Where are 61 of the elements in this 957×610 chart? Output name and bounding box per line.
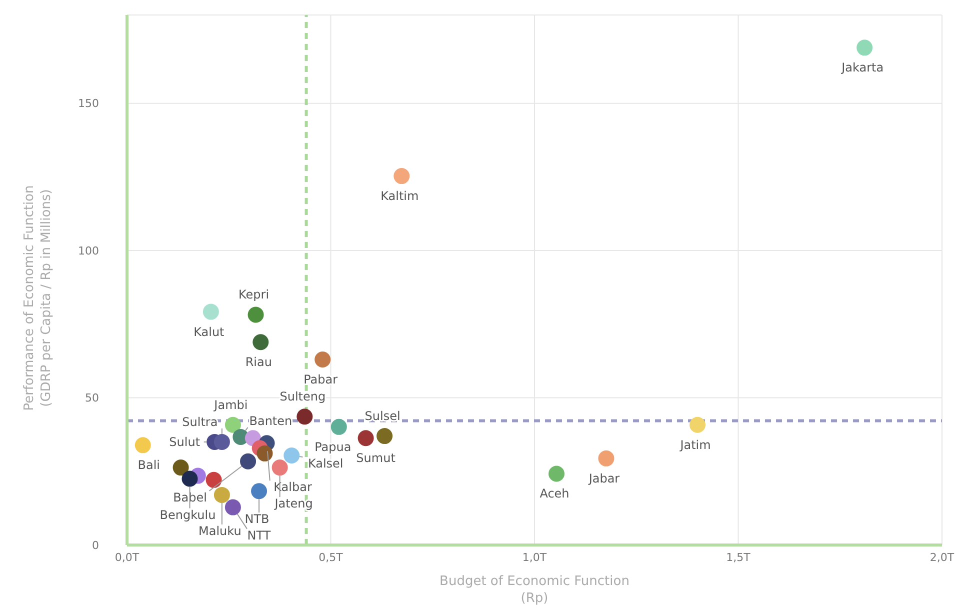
point [256,445,273,462]
point [330,418,347,435]
series-label: NTB [244,512,270,526]
point [394,168,410,184]
point [690,416,706,433]
series-label: Banten [249,414,292,428]
series-label: Jakarta [840,60,884,75]
point [314,352,331,368]
series-label: Kalut [194,324,225,339]
point [856,40,873,56]
point [598,450,614,466]
y-tick-label: 50 [85,392,99,405]
point [548,466,565,482]
y-axis-title: Performance of Economic Function (GDRP per Capita / Rp in Millions) [21,184,55,413]
point [224,416,241,433]
point [252,334,269,350]
series-label: Kaltim [380,189,419,204]
point [240,453,256,470]
x-tick-label: 0,0T [114,550,140,564]
series-label: Sulteng [280,390,326,404]
series-label: Riau [245,355,272,370]
point [296,408,313,425]
point [224,499,241,516]
x-tick-label: 1,5T [726,550,751,564]
point [248,306,264,323]
text: Bengkulu [160,508,216,522]
series-label: Papua [314,440,352,454]
point [376,428,393,444]
series-label: NTT [247,528,272,542]
y-tick-label: 150 [78,97,99,110]
point [134,437,151,454]
point [251,483,268,500]
series-label: Bali [138,458,160,472]
point [172,460,189,476]
series-label: Sulut [169,434,200,449]
series-label: Sulsel [364,409,400,424]
series-label: Jatim [679,438,711,452]
point [358,430,374,446]
series-label: Sumut [356,451,396,466]
series-label: Kepri [238,288,270,302]
x-tick-label: 0,5T [318,550,344,564]
series-label: Jabar [588,471,620,486]
y-tick-label: 100 [78,244,99,258]
point [206,472,222,488]
point [182,470,198,487]
x-tick-label: 2,0T [930,550,954,564]
point [214,434,230,450]
point [284,447,300,464]
series-label: Pabar [304,372,338,386]
series-label: Aceh [540,486,570,501]
x-axis-title: Budget of Economic Function (Rp) [438,573,630,607]
x-tick-label: 1,0T [522,550,547,564]
series-label: Jateng [274,496,313,511]
point [214,486,230,503]
point [202,304,219,320]
series-label: Kalsel [308,456,344,470]
series-label: Sultra [182,414,218,429]
point [272,460,288,476]
text: Maluku [198,524,242,538]
series-label: Jambi [213,398,248,412]
y-tick-label: 0 [92,538,99,552]
